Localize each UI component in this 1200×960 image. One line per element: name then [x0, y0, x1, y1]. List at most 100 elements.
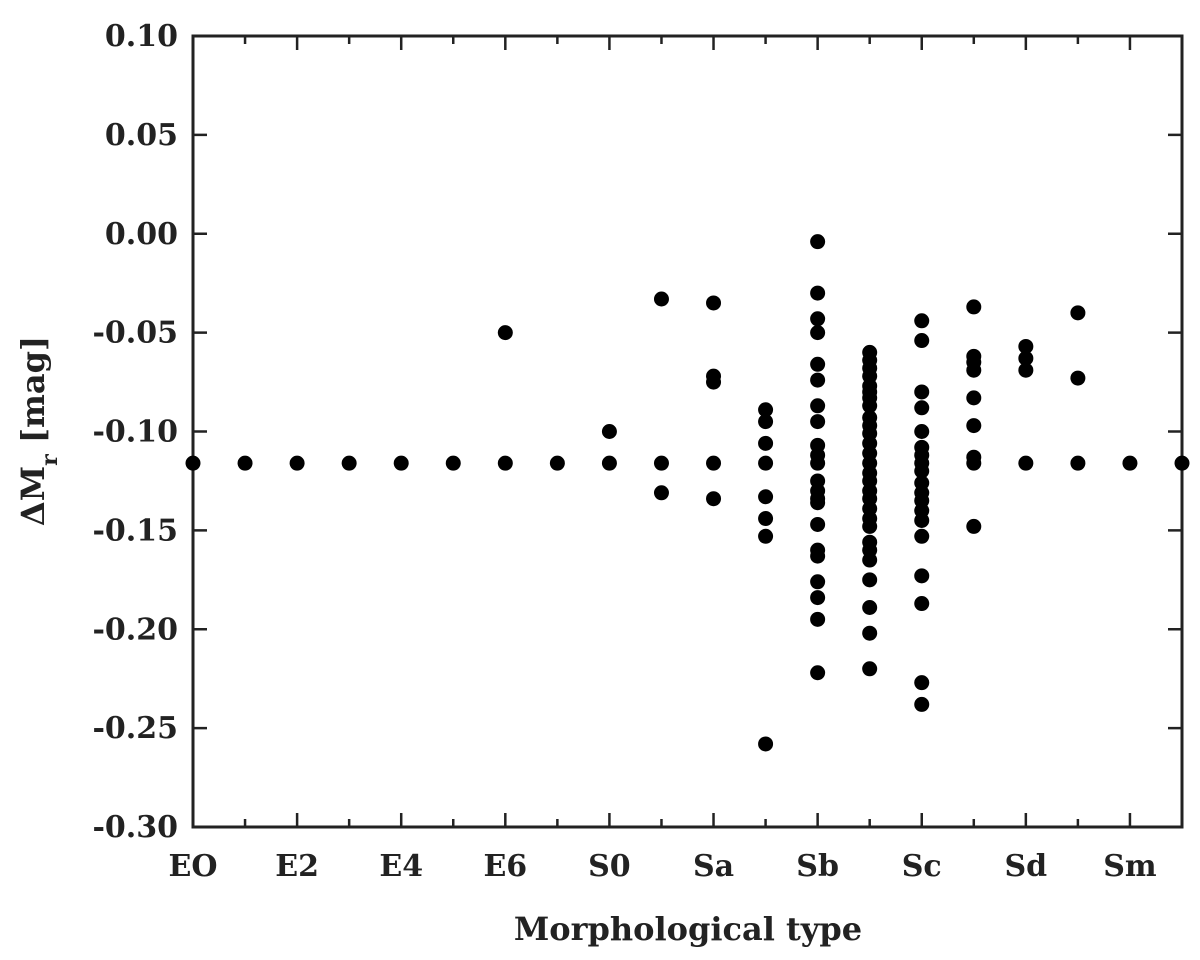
data-point	[862, 572, 878, 588]
data-point	[289, 455, 305, 471]
data-point	[862, 625, 878, 641]
data-point	[914, 400, 930, 416]
data-point	[810, 611, 826, 627]
data-point	[185, 455, 201, 471]
data-point	[810, 590, 826, 606]
data-point	[653, 455, 669, 471]
data-point	[1018, 338, 1034, 354]
data-point	[966, 299, 982, 315]
data-point	[758, 402, 774, 418]
x-tick-label: Sa	[693, 849, 734, 884]
data-point	[1070, 370, 1086, 386]
data-point	[393, 455, 409, 471]
data-point	[914, 568, 930, 584]
data-point	[810, 665, 826, 681]
y-tick-label: 0.00	[105, 217, 178, 252]
data-point	[810, 356, 826, 372]
y-tick-labels: 0.10 0.05 0.00 -0.05 -0.10 -0.15 -0.20 -0.25 -0.…	[92, 19, 178, 845]
x-tick-label: E2	[275, 849, 319, 884]
data-point	[810, 548, 826, 564]
x-tick-label: Sd	[1005, 849, 1048, 884]
x-axis-title: Morphological type	[514, 910, 862, 948]
data-point	[1070, 455, 1086, 471]
data-point	[914, 313, 930, 329]
data-point	[914, 463, 930, 479]
data-point	[549, 455, 565, 471]
data-point	[341, 455, 357, 471]
plot-frame	[191, 34, 1184, 829]
x-tick-label: E6	[483, 849, 527, 884]
data-point	[601, 455, 617, 471]
data-point	[810, 414, 826, 430]
data-point	[810, 234, 826, 250]
y-tick-label: -0.05	[92, 316, 178, 351]
data-point	[758, 455, 774, 471]
data-point	[914, 512, 930, 528]
data-point	[706, 374, 722, 390]
data-point	[1070, 305, 1086, 321]
data-point	[914, 528, 930, 544]
data-point	[810, 574, 826, 590]
y-tick-label: -0.15	[92, 513, 178, 548]
data-point	[653, 485, 669, 501]
data-point	[1018, 362, 1034, 378]
data-point	[758, 435, 774, 451]
data-point	[966, 390, 982, 406]
data-point	[497, 455, 513, 471]
y-tick-label: -0.25	[92, 711, 178, 746]
y-axis-title: ΔMr [mag]	[14, 336, 63, 526]
y-tick-label: -0.20	[92, 612, 178, 647]
data-point	[914, 333, 930, 349]
data-point	[445, 455, 461, 471]
data-point	[810, 325, 826, 341]
x-tick-label: Sm	[1103, 849, 1157, 884]
data-point	[810, 285, 826, 301]
data-point	[810, 311, 826, 327]
x-tick-label: S0	[588, 849, 631, 884]
data-point	[862, 552, 878, 568]
x-tick-label: E4	[379, 849, 423, 884]
data-point	[966, 418, 982, 434]
y-tick-label: 0.05	[105, 118, 178, 153]
data-point	[706, 491, 722, 507]
data-point	[758, 736, 774, 752]
data-point	[758, 528, 774, 544]
data-point	[914, 596, 930, 612]
y-tick-label: -0.10	[92, 415, 178, 450]
y-tick-label: 0.10	[105, 19, 178, 54]
data-point	[706, 455, 722, 471]
axis-ticks	[191, 34, 1184, 829]
data-point	[1122, 455, 1138, 471]
data-point	[966, 518, 982, 534]
data-point	[601, 424, 617, 439]
data-point	[497, 325, 513, 341]
data-point	[810, 495, 826, 511]
x-tick-labels: EO E2 E4 E6 S0 Sa Sb Sc Sd Sm	[169, 849, 1157, 884]
data-point	[966, 362, 982, 378]
data-point	[810, 398, 826, 414]
data-point	[706, 295, 722, 311]
data-point	[862, 518, 878, 534]
data-point	[653, 291, 669, 307]
y-tick-label: -0.30	[92, 810, 178, 845]
data-point	[966, 455, 982, 471]
data-point	[1174, 455, 1190, 471]
data-point	[1018, 455, 1034, 471]
data-point	[1018, 350, 1034, 366]
data-point	[237, 455, 253, 471]
data-point	[862, 599, 878, 615]
x-tick-label: EO	[169, 849, 218, 884]
data-point	[810, 372, 826, 388]
data-point	[914, 696, 930, 712]
data-point	[914, 424, 930, 439]
data-points	[185, 234, 1190, 752]
data-point	[810, 455, 826, 471]
data-point	[862, 661, 878, 677]
data-point	[758, 414, 774, 430]
data-point	[914, 675, 930, 691]
data-point	[862, 398, 878, 414]
data-point	[758, 511, 774, 527]
data-point	[810, 516, 826, 532]
data-point	[914, 384, 930, 400]
